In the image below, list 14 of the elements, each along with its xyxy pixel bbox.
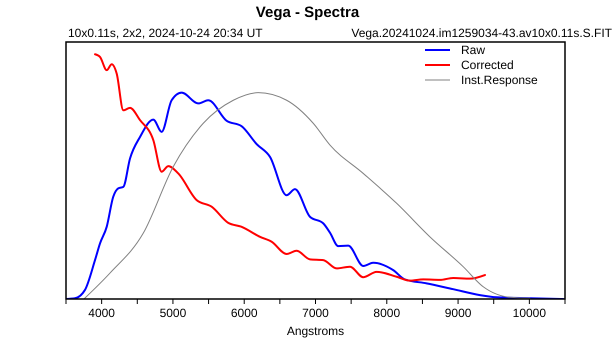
legend-label: Corrected: [461, 58, 514, 72]
x-tick-label: 9000: [444, 306, 472, 320]
x-tick-label: 5000: [160, 306, 187, 320]
text: Vega.20241024.im1259034-43.av10x0.11s.S.FIT: [351, 26, 613, 40]
x-tick-label: 7000: [302, 306, 330, 320]
x-tick-label: 8000: [373, 306, 400, 320]
chart-title: Vega - Spectra: [256, 4, 360, 21]
x-axis-title: Angstroms: [286, 324, 344, 338]
chart-subtitle: 10x0.11s, 2x2, 2024-10-24 20:34 UT: [68, 26, 264, 40]
x-tick-label: 4000: [88, 306, 116, 320]
x-tick-label: 6000: [230, 306, 258, 320]
legend-label: Inst.Response: [461, 73, 538, 87]
legend-label: Raw: [461, 43, 486, 57]
x-tick-label: 10000: [512, 306, 546, 320]
